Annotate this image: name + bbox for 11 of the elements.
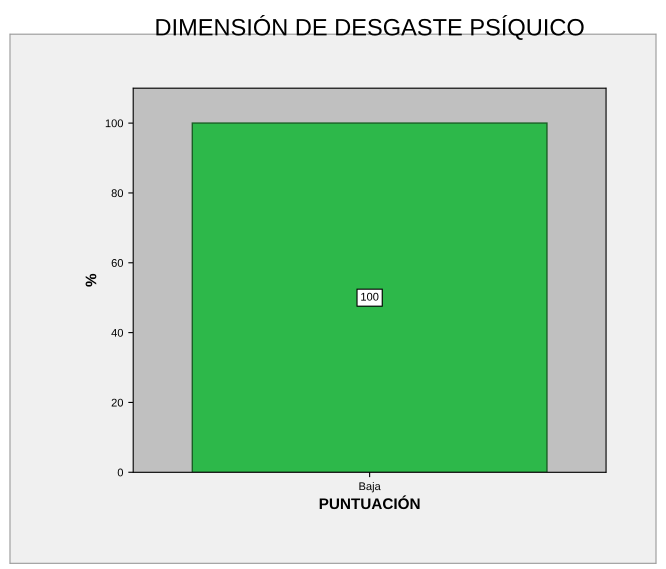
y-tick-label: 100 xyxy=(106,119,124,128)
x-axis-title: PUNTUACIÓN xyxy=(320,495,420,510)
data-label: 100 xyxy=(361,292,378,301)
y-tick-label: 80 xyxy=(112,189,124,198)
y-tick-label: 40 xyxy=(111,328,124,337)
x-tick-label: Baja xyxy=(359,482,381,492)
chart-title: DIMENSIÓN DE DESGASTE PSÍQUICO xyxy=(156,14,584,40)
y-tick-label: 20 xyxy=(112,398,124,407)
y-tick-label: 0 xyxy=(118,468,124,476)
y-tick-label: 60 xyxy=(112,259,124,267)
y-axis-title: % xyxy=(86,274,96,287)
